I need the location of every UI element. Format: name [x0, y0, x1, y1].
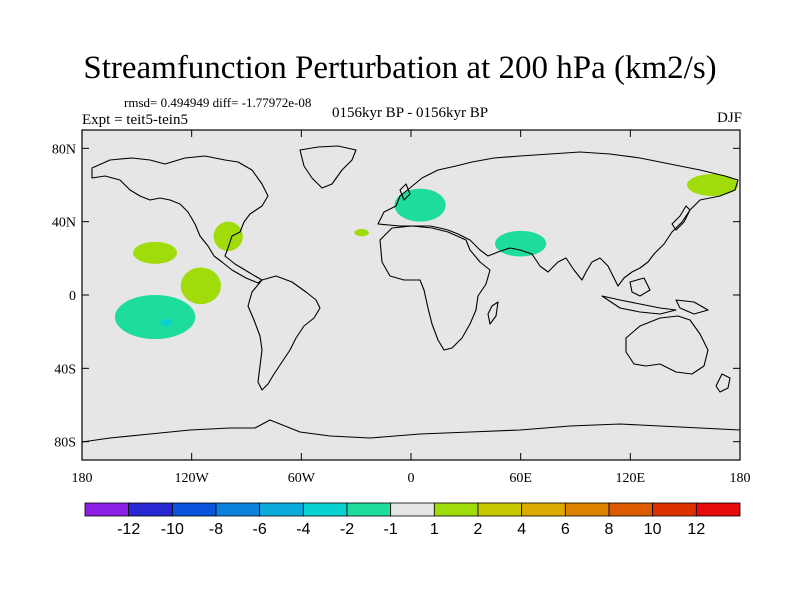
y-tick-label: 80S [54, 436, 76, 451]
colorbar-label: 10 [644, 521, 662, 538]
coastline-madagascar [487, 301, 499, 325]
period-text: 0156kyr BP - 0156kyr BP [331, 105, 489, 121]
colorbar-box [521, 502, 566, 517]
x-tick-label: 60E [509, 471, 532, 486]
y-tick-label: 80N [52, 142, 76, 157]
x-tick-label: 180 [72, 471, 93, 486]
coastline-greenland [299, 145, 357, 189]
coastline-new-guinea [675, 299, 709, 315]
colorbar-label: -1 [384, 521, 398, 538]
colorbar-box [215, 502, 261, 517]
colorbar-box [695, 502, 741, 517]
anomaly-east-pacific-positive [180, 267, 221, 305]
colorbar-box [171, 502, 217, 517]
colorbar-box [477, 502, 523, 517]
colorbar-label: 1 [430, 521, 439, 538]
colorbar-box [302, 502, 348, 517]
colorbar-label: 6 [561, 521, 570, 538]
coastline-eurasia [377, 151, 739, 287]
coastline-antarctica [82, 419, 740, 443]
colorbar-label: 12 [687, 521, 705, 538]
colorbar-label: -8 [209, 521, 223, 538]
coastline-australia [625, 315, 709, 375]
colorbar-label: -6 [253, 521, 267, 538]
x-tick-label: 120W [175, 471, 210, 486]
season-text: DJF [716, 110, 742, 126]
colorbar-label: -4 [296, 521, 310, 538]
experiment-text: Expt = teit5-tein5 [82, 112, 188, 128]
anomaly-south-pacific-negative [114, 295, 196, 339]
colorbar-label: 2 [474, 521, 483, 538]
x-tick-label: 0 [408, 471, 415, 486]
colorbar-label: -12 [117, 521, 140, 538]
colorbar-box [652, 502, 697, 517]
colorbar-label: -2 [340, 521, 354, 538]
chart-title: Streamfunction Perturbation at 200 hPa (… [83, 50, 717, 86]
coastline-japan [671, 205, 691, 231]
coastlines [82, 145, 740, 443]
anomaly-north-america-positive [213, 221, 243, 251]
axis-ticks: 180 120W 60W 0 60E 120E 180 80N 40N 0 40S 80S [52, 130, 751, 486]
colorbar-box [128, 502, 173, 517]
anomaly-kamchatka-positive [686, 174, 739, 196]
colorbar-box [259, 502, 304, 517]
coastline-british-isles [399, 183, 411, 201]
colorbar-box [564, 502, 610, 517]
colorbar-box [608, 502, 654, 517]
x-tick-label: 60W [288, 471, 316, 486]
stats-text: rmsd= 0.494949 diff= -1.77972e-08 [124, 95, 312, 110]
colorbar-box [84, 502, 130, 517]
y-tick-label: 0 [69, 289, 76, 304]
colorbar-label: 4 [517, 521, 526, 538]
anomaly-atlantic-positive [354, 229, 369, 237]
y-tick-label: 40S [54, 362, 76, 377]
coastline-south-america [247, 275, 321, 391]
colorbar-box [390, 502, 435, 517]
x-tick-label: 180 [730, 471, 751, 486]
colorbar-box [346, 502, 392, 517]
coastline-borneo [629, 277, 651, 297]
colorbar: -12 -10 -8 -6 -4 -2 -1 1 2 4 6 8 10 12 [84, 502, 741, 538]
colorbar-label: -10 [161, 521, 184, 538]
y-tick-label: 40N [52, 216, 76, 231]
coastline-africa [379, 225, 491, 351]
coastline-indonesia [601, 295, 677, 315]
anomaly-south-asia-negative [495, 230, 547, 257]
x-tick-label: 120E [616, 471, 646, 486]
colorbar-label: 8 [605, 521, 614, 538]
colorbar-box [433, 502, 479, 517]
anomaly-north-pacific-positive [133, 241, 178, 264]
coastline-north-america [91, 155, 269, 284]
coastline-new-zealand [715, 373, 731, 393]
anomaly-south-pacific-core [160, 318, 172, 327]
